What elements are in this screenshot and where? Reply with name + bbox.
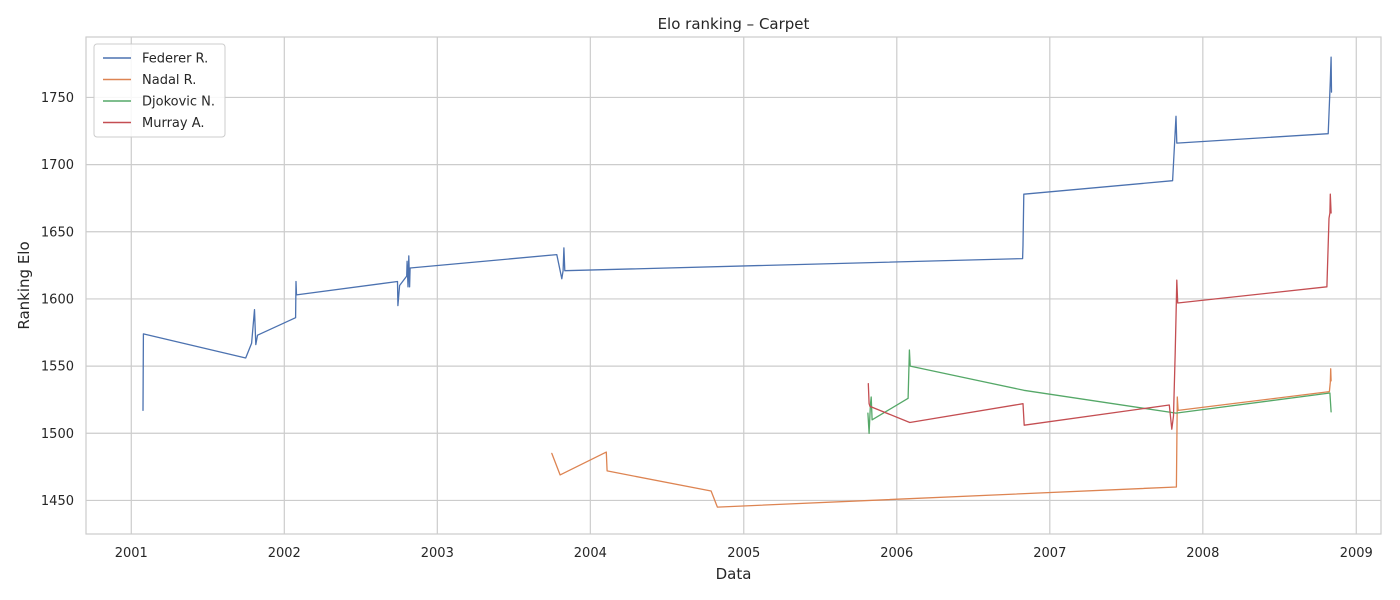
y-tick-labels: 1450 1500 1550 1600 1650 1700 1750 — [41, 91, 74, 509]
series-line-djokovic-n — [867, 349, 1332, 434]
y-tick-label: 1600 — [41, 292, 74, 307]
chart-title: Elo ranking – Carpet — [658, 15, 810, 33]
x-tick-label: 2009 — [1340, 546, 1373, 561]
legend-label: Djokovic N. — [142, 95, 215, 110]
y-tick-label: 1750 — [41, 91, 74, 106]
plot-frame — [85, 36, 1382, 535]
x-tick-label: 2006 — [880, 546, 913, 561]
x-tick-labels: 2001 2002 2003 2004 2005 2006 2007 2008 2009 — [115, 546, 1373, 561]
legend-box — [93, 43, 226, 138]
x-tick-label: 2004 — [574, 546, 607, 561]
x-tick-label: 2008 — [1186, 546, 1219, 561]
grid-lines — [86, 37, 1381, 534]
series-layer — [142, 56, 1333, 508]
y-tick-label: 1500 — [41, 427, 74, 442]
y-tick-label: 1450 — [41, 494, 74, 509]
x-tick-label: 2007 — [1033, 546, 1066, 561]
x-tick-label: 2002 — [268, 546, 301, 561]
y-tick-label: 1650 — [41, 225, 74, 240]
y-axis-title: Ranking Elo — [15, 241, 33, 329]
x-tick-label: 2001 — [115, 546, 148, 561]
series-line-federer-r — [142, 56, 1333, 412]
legend-label: Nadal R. — [142, 73, 196, 88]
x-tick-label: 2005 — [727, 546, 760, 561]
y-tick-label: 1550 — [41, 360, 74, 375]
legend: Federer R. Nadal R. Djokovic N. Murray A. — [93, 43, 226, 138]
legend-label: Federer R. — [142, 52, 208, 67]
series-line-nadal-r — [551, 368, 1332, 508]
y-tick-label: 1700 — [41, 158, 74, 173]
x-tick-label: 2003 — [421, 546, 454, 561]
x-axis-title: Data — [716, 565, 752, 583]
legend-label: Murray A. — [142, 116, 205, 131]
series-line-murray-a — [867, 193, 1332, 430]
